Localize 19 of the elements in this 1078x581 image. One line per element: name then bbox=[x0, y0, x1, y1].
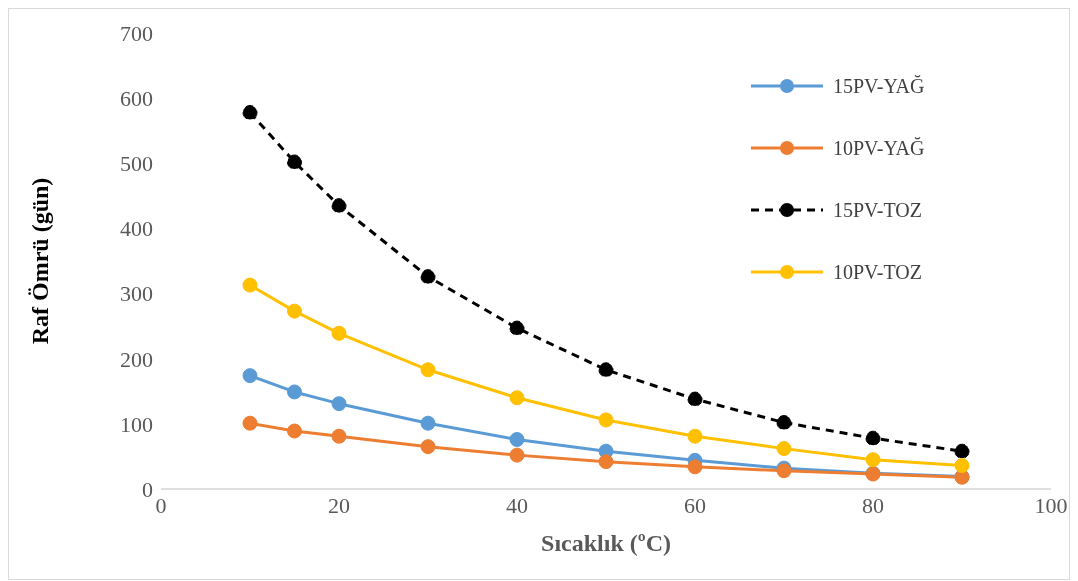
x-tick-label: 60 bbox=[684, 492, 706, 518]
x-tick-label: 80 bbox=[862, 492, 884, 518]
y-tick-label: 300 bbox=[120, 281, 153, 307]
y-tick-label: 400 bbox=[120, 216, 153, 242]
legend-label: 15PV-YAĞ bbox=[833, 74, 925, 98]
x-tick-label: 20 bbox=[328, 492, 350, 518]
y-tick-label: 700 bbox=[120, 20, 153, 46]
legend-label: 15PV-TOZ bbox=[833, 198, 922, 222]
y-tick-label: 200 bbox=[120, 346, 153, 372]
legend-label: 10PV-YAĞ bbox=[833, 136, 925, 160]
x-axis-title: Sıcaklık (ºC) bbox=[541, 530, 671, 556]
y-tick-label: 100 bbox=[120, 411, 153, 437]
y-tick-label: 500 bbox=[120, 151, 153, 177]
x-tick-label: 40 bbox=[506, 492, 528, 518]
y-tick-label: 0 bbox=[142, 476, 153, 502]
x-tick-label: 100 bbox=[1034, 492, 1068, 518]
legend-label: 10PV-TOZ bbox=[833, 260, 922, 284]
y-axis-title: Raf Ömrü (gün) bbox=[26, 177, 53, 345]
y-tick-label: 600 bbox=[120, 85, 153, 111]
